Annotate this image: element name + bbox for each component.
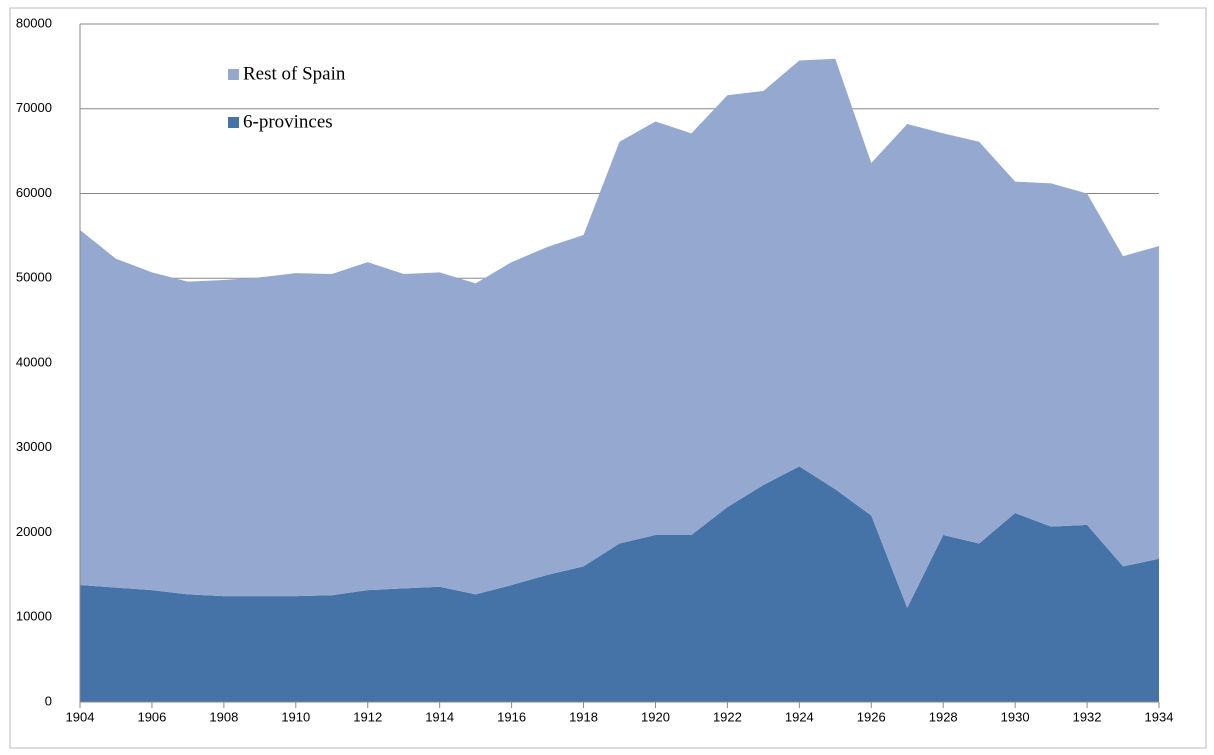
x-tick-label: 1928 bbox=[929, 709, 958, 724]
y-tick-label: 40000 bbox=[16, 354, 52, 369]
x-tick-label: 1926 bbox=[857, 709, 886, 724]
area bbox=[80, 466, 1159, 702]
x-tick-label: 1934 bbox=[1145, 709, 1174, 724]
x-tick-label: 1922 bbox=[713, 709, 742, 724]
x-tick-label: 1924 bbox=[785, 709, 814, 724]
area bbox=[80, 58, 1159, 608]
y-tick-label: 0 bbox=[45, 693, 52, 708]
y-tick-label: 60000 bbox=[16, 185, 52, 200]
x-tick-label: 1916 bbox=[497, 709, 526, 724]
y-tick-label: 80000 bbox=[16, 15, 52, 30]
y-tick-label: 70000 bbox=[16, 100, 52, 115]
y-tick-label: 50000 bbox=[16, 270, 52, 285]
x-tick-label: 1918 bbox=[569, 709, 598, 724]
x-tick-label: 1904 bbox=[66, 709, 95, 724]
x-tick-label: 1930 bbox=[1001, 709, 1030, 724]
x-tick-label: 1920 bbox=[641, 709, 670, 724]
y-tick-label: 10000 bbox=[16, 609, 52, 624]
x-tick-label: 1932 bbox=[1073, 709, 1102, 724]
x-tick-label: 1914 bbox=[425, 709, 454, 724]
x-tick-label: 1906 bbox=[137, 709, 166, 724]
x-tick-label: 1910 bbox=[281, 709, 310, 724]
legend-label: Rest of Spain bbox=[243, 63, 346, 84]
legend-swatch bbox=[228, 69, 239, 80]
y-tick-label: 30000 bbox=[16, 439, 52, 454]
legend-label: 6-provinces bbox=[243, 111, 333, 132]
x-tick-label: 1908 bbox=[209, 709, 238, 724]
y-tick-label: 20000 bbox=[16, 524, 52, 539]
x-tick-label: 1912 bbox=[353, 709, 382, 724]
chart-frame bbox=[9, 7, 1207, 749]
legend-swatch bbox=[228, 117, 239, 128]
